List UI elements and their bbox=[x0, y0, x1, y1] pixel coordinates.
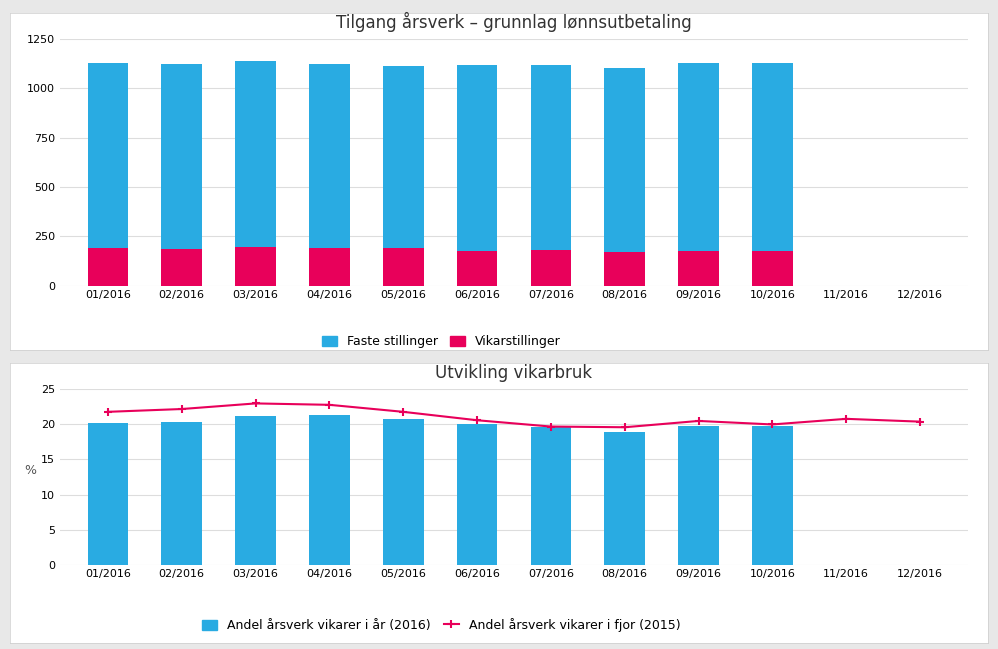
Bar bbox=[383, 66, 423, 248]
Bar bbox=[162, 422, 202, 565]
Bar bbox=[679, 63, 719, 251]
Bar bbox=[309, 415, 349, 565]
Bar bbox=[457, 251, 497, 286]
Bar bbox=[162, 64, 202, 249]
Bar bbox=[752, 251, 792, 286]
Bar bbox=[531, 251, 571, 286]
Bar bbox=[752, 426, 792, 565]
Bar bbox=[383, 419, 423, 565]
Bar bbox=[236, 247, 275, 286]
Bar bbox=[605, 432, 645, 565]
Bar bbox=[752, 63, 792, 251]
Bar bbox=[88, 62, 128, 248]
Bar bbox=[605, 252, 645, 286]
Bar bbox=[236, 60, 275, 247]
Bar bbox=[679, 251, 719, 286]
Title: Tilgang årsverk – grunnlag lønnsutbetaling: Tilgang årsverk – grunnlag lønnsutbetali… bbox=[336, 12, 692, 32]
Bar bbox=[88, 248, 128, 286]
Bar bbox=[88, 423, 128, 565]
Legend: Andel årsverk vikarer i år (2016), Andel årsverk vikarer i fjor (2015): Andel årsverk vikarer i år (2016), Andel… bbox=[198, 613, 686, 637]
Bar bbox=[457, 424, 497, 565]
Bar bbox=[531, 426, 571, 565]
Bar bbox=[309, 64, 349, 248]
Bar bbox=[531, 65, 571, 251]
Bar bbox=[236, 416, 275, 565]
Bar bbox=[383, 248, 423, 286]
Bar bbox=[309, 248, 349, 286]
Title: Utvikling vikarbruk: Utvikling vikarbruk bbox=[435, 364, 593, 382]
Bar bbox=[457, 65, 497, 251]
Legend: Faste stillinger, Vikarstillinger: Faste stillinger, Vikarstillinger bbox=[316, 330, 566, 353]
Bar bbox=[605, 67, 645, 252]
Bar bbox=[162, 249, 202, 286]
Y-axis label: %: % bbox=[24, 464, 36, 477]
Bar bbox=[679, 426, 719, 565]
